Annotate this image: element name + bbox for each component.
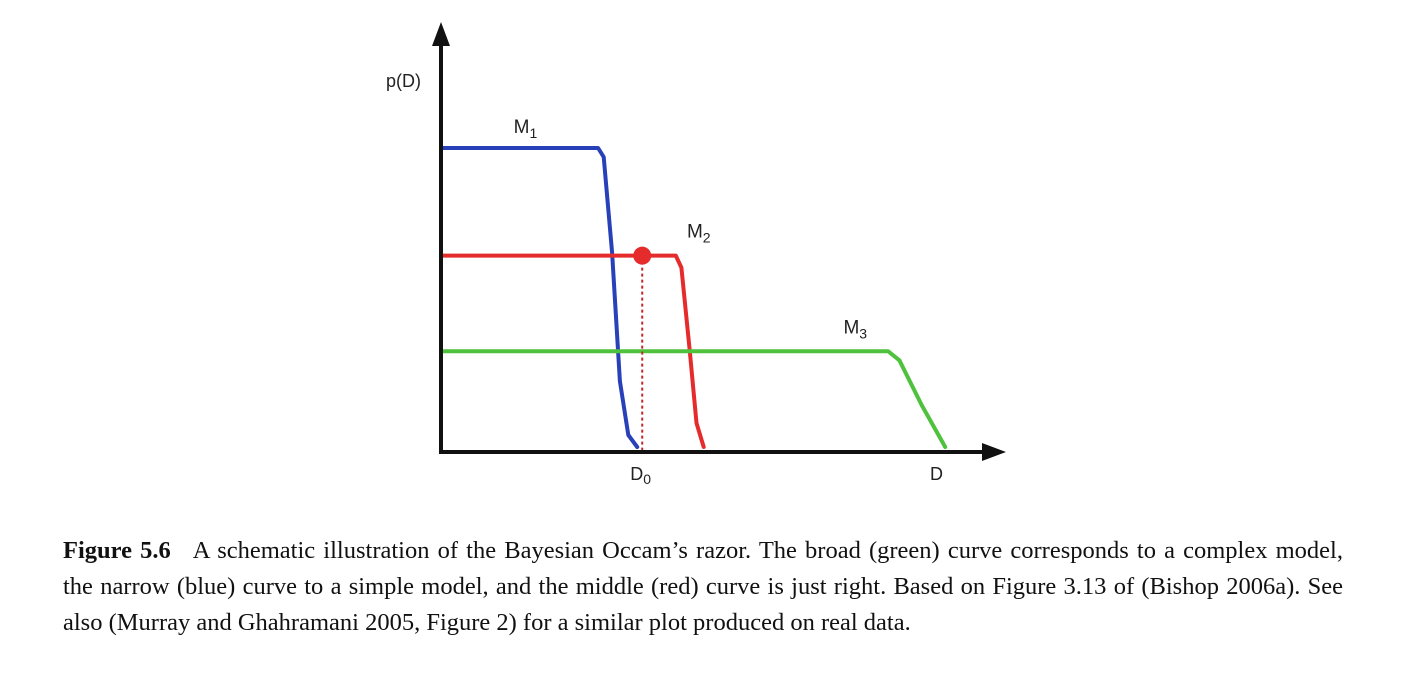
x-tick-label-group: D0: [630, 464, 651, 487]
curve-group: [439, 146, 948, 449]
y-axis-label: p(D): [386, 71, 421, 91]
occam-razor-chart: M1 M2 M3 D0 p(D) D: [386, 22, 1006, 487]
model-curve-m1: [439, 146, 640, 449]
y-axis-arrowhead: [432, 22, 450, 46]
x-axis-label: D: [930, 464, 943, 484]
caption-text: A schematic illustration of the Bayesian…: [63, 537, 1343, 636]
figure-caption: Figure 5.6 A schematic illustration of th…: [63, 533, 1343, 641]
model-label-m2: M2: [687, 222, 711, 246]
model-label-group: M1 M2 M3: [514, 117, 868, 341]
x-tick-label-d0: D0: [630, 464, 651, 487]
evidence-marker-point: [633, 246, 652, 265]
model-label-m1: M1: [514, 117, 538, 141]
model-curve-m3: [439, 349, 948, 449]
x-axis-arrowhead: [982, 443, 1006, 461]
model-label-m3: M3: [843, 317, 867, 341]
figure-number: Figure 5.6: [63, 537, 171, 564]
